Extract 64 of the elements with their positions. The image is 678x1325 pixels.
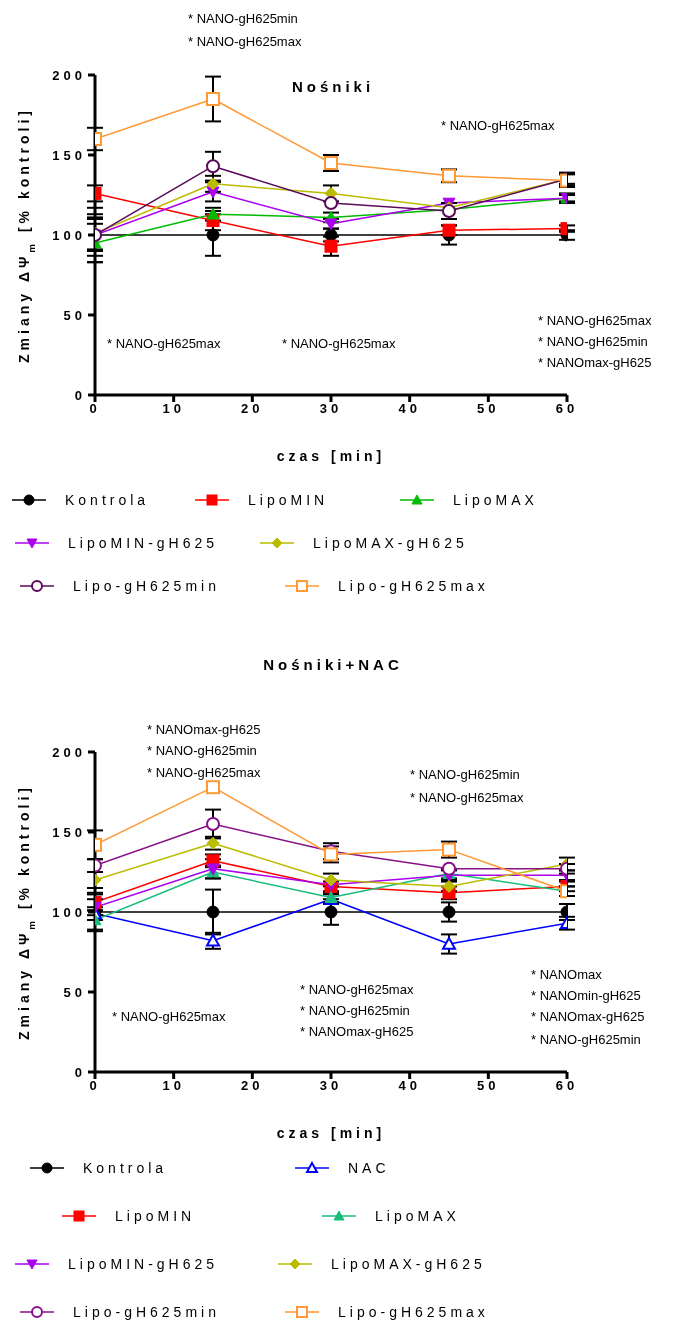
legend-label: LipoMIN (248, 492, 329, 508)
y-tick-label: 50 (63, 984, 86, 1000)
x-tick-label: 0 (89, 401, 101, 417)
x-tick-label: 30 (319, 401, 343, 417)
y-tick-label: 50 (63, 307, 86, 323)
x-tick-label: 10 (162, 401, 185, 417)
x-tick-label: 10 (162, 1078, 185, 1094)
x-tick-label: 0 (89, 1078, 101, 1094)
y-tick-label: 0 (74, 387, 86, 403)
legend-label: LipoMAX (453, 492, 538, 508)
annotation: * NANO-gH625max (441, 118, 555, 133)
legend-label: Lipo-gH625min (73, 1304, 220, 1320)
annotation: * NANO-gH625min (147, 743, 257, 758)
annotation: * NANOmax-gH625 (300, 1024, 414, 1039)
x-tick-label: 60 (555, 1078, 579, 1094)
legend-label: Lipo-gH625max (338, 578, 489, 594)
y-tick-label: 0 (74, 1064, 86, 1080)
x-axis-title: czas [min] (276, 1125, 386, 1141)
y-tick-label: 150 (52, 824, 86, 840)
annotation: * NANO-gH625min (538, 334, 648, 349)
x-tick-label: 60 (555, 401, 579, 417)
chart-title: Nośniki (291, 78, 375, 95)
annotation: * NANOmax-gH625 (538, 355, 652, 370)
annotation: * NANO-gH625max (147, 765, 261, 780)
legend-label: LipoMAX-gH625 (331, 1256, 486, 1272)
x-tick-label: 50 (477, 401, 500, 417)
annotation: * NANO-gH625max (410, 790, 524, 805)
annotation: * NANOmax-gH625 (531, 1009, 645, 1024)
legend-label: Lipo-gH625min (73, 578, 220, 594)
annotation: * NANO-gH625min (300, 1003, 410, 1018)
y-tick-label: 100 (52, 904, 86, 920)
annotation: * NANO-gH625max (300, 982, 414, 997)
text: * NANO-gH625max (188, 34, 302, 49)
legend-label: Kontrola (65, 492, 150, 508)
x-tick-label: 40 (398, 401, 421, 417)
legend-label: LipoMAX (375, 1208, 460, 1224)
annotation: * NANO-gH625min (531, 1032, 641, 1047)
legend-label: Kontrola (83, 1160, 168, 1176)
legend-label: LipoMIN-gH625 (68, 1256, 219, 1272)
text: * NANOmax-gH625 (147, 722, 261, 737)
text: * NANO-gH625min (188, 11, 298, 26)
y-tick-label: 100 (52, 227, 86, 243)
x-tick-label: 20 (241, 401, 264, 417)
legend-label: LipoMIN-gH625 (68, 535, 219, 551)
x-tick-label: 30 (319, 1078, 343, 1094)
y-tick-label: 200 (52, 67, 86, 83)
y-tick-label: 150 (52, 147, 86, 163)
annotation: * NANO-gH625max (112, 1009, 226, 1024)
x-tick-label: 50 (477, 1078, 500, 1094)
y-tick-label: 200 (52, 744, 86, 760)
legend-label: NAC (348, 1160, 390, 1176)
annotation: * NANOmax (531, 967, 603, 982)
x-axis-title: czas [min] (276, 448, 386, 464)
legend-label: Lipo-gH625max (338, 1304, 489, 1320)
legend-label: LipoMAX-gH625 (313, 535, 468, 551)
x-tick-label: 40 (398, 1078, 421, 1094)
annotation: * NANO-gH625min (410, 767, 520, 782)
legend-label: LipoMIN (115, 1208, 196, 1224)
chart-title: Nośniki+NAC (263, 656, 403, 673)
annotation: * NANO-gH625max (107, 336, 221, 351)
annotation: * NANO-gH625max (282, 336, 396, 351)
x-tick-label: 20 (241, 1078, 264, 1094)
annotation: * NANO-gH625max (538, 313, 652, 328)
annotation: * NANOmin-gH625 (531, 988, 641, 1003)
